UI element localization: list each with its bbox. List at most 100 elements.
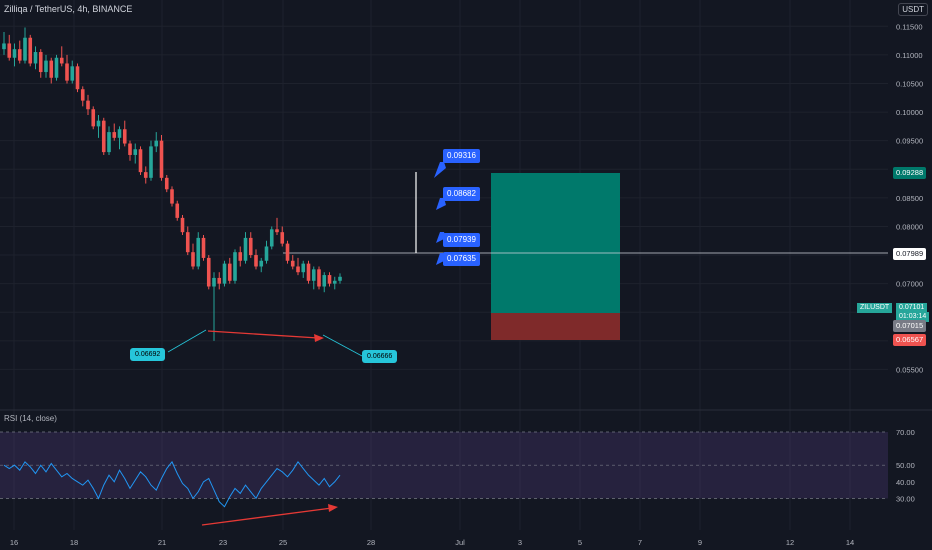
candle bbox=[2, 32, 6, 55]
candle bbox=[290, 255, 295, 270]
rsi-tick: 70.00 bbox=[896, 428, 915, 437]
candle-body bbox=[217, 277, 222, 284]
candle-body bbox=[91, 109, 96, 127]
time-tick: 9 bbox=[698, 538, 702, 547]
time-tick: 3 bbox=[518, 538, 522, 547]
candle-body bbox=[2, 43, 6, 50]
candle bbox=[75, 63, 80, 93]
price-divergence-arrow bbox=[207, 330, 324, 342]
candle-body bbox=[317, 269, 321, 287]
time-axis[interactable]: 16 18 21 23 25 28 Jul 3 5 7 9 12 14 bbox=[10, 538, 854, 547]
chart-title: Zilliqa / TetherUS, 4h, BINANCE bbox=[4, 4, 133, 14]
tag-mid[interactable]: 0.08682 bbox=[443, 187, 480, 201]
price-tick: 0.05500 bbox=[896, 365, 923, 374]
stop-zone[interactable] bbox=[491, 313, 620, 340]
candle-body bbox=[306, 263, 311, 281]
tag-target[interactable]: 0.09316 bbox=[443, 149, 480, 163]
countdown-label: 01:03:14 bbox=[896, 312, 930, 322]
candle bbox=[86, 94, 90, 115]
candle-body bbox=[332, 280, 337, 284]
low-label-left[interactable]: 0.06692 bbox=[130, 348, 166, 361]
time-tick: 16 bbox=[10, 538, 18, 547]
candle-body bbox=[238, 252, 243, 261]
candle-body bbox=[212, 277, 216, 287]
candle bbox=[301, 260, 306, 278]
candle-body bbox=[28, 37, 33, 64]
candle-body bbox=[117, 129, 122, 138]
rsi-axis[interactable]: 70.00 50.00 40.00 30.00 bbox=[896, 428, 915, 503]
target-zone[interactable] bbox=[491, 173, 620, 313]
candle bbox=[122, 120, 127, 147]
time-tick: 14 bbox=[846, 538, 854, 547]
price-tick: 0.09500 bbox=[896, 137, 923, 146]
candle bbox=[306, 260, 311, 284]
candle-body bbox=[12, 49, 17, 58]
candle-body bbox=[301, 263, 306, 273]
candle-body bbox=[107, 132, 111, 153]
candle-body bbox=[227, 263, 232, 281]
symbol-label: ZILUSDT bbox=[857, 303, 893, 313]
last-price-label: 0.07101 bbox=[896, 303, 928, 313]
candle bbox=[117, 126, 122, 150]
candle-body bbox=[59, 57, 64, 64]
candle bbox=[28, 34, 33, 67]
candle-body bbox=[38, 52, 43, 73]
candle-body bbox=[269, 229, 274, 247]
candle bbox=[70, 60, 75, 84]
candle-body bbox=[233, 252, 237, 281]
candle bbox=[138, 146, 143, 175]
candle-body bbox=[170, 189, 174, 204]
candle-body bbox=[138, 149, 143, 173]
candle bbox=[154, 132, 159, 153]
candle bbox=[212, 272, 216, 341]
candle-body bbox=[164, 177, 169, 190]
candle bbox=[243, 232, 248, 264]
line-price-label: 0.07989 bbox=[893, 248, 927, 260]
low-label-right[interactable]: 0.06666 bbox=[362, 350, 398, 363]
candle bbox=[285, 240, 290, 264]
candle bbox=[170, 186, 174, 207]
candle bbox=[128, 140, 132, 161]
candle bbox=[107, 126, 111, 155]
candle bbox=[327, 272, 332, 287]
candle bbox=[196, 232, 201, 270]
candle-body bbox=[54, 57, 59, 78]
candle-body bbox=[243, 237, 248, 261]
candle bbox=[180, 215, 185, 236]
price-tick: 0.08500 bbox=[896, 194, 923, 203]
candle-body bbox=[196, 237, 201, 267]
time-tick: 25 bbox=[279, 538, 287, 547]
currency-selector[interactable]: USDT bbox=[898, 3, 928, 16]
time-tick: Jul bbox=[455, 538, 465, 547]
candle-body bbox=[33, 52, 38, 64]
candle bbox=[332, 276, 337, 290]
candle-body bbox=[154, 140, 159, 147]
candle bbox=[201, 235, 206, 261]
tag-entry[interactable]: 0.07635 bbox=[443, 252, 480, 266]
candle-body bbox=[264, 246, 269, 261]
entry-price-label: 0.07015 bbox=[893, 320, 927, 332]
candle bbox=[217, 272, 222, 290]
candle-body bbox=[254, 255, 258, 267]
candle bbox=[143, 166, 148, 184]
candle bbox=[233, 249, 237, 284]
candle-body bbox=[290, 260, 295, 267]
candle bbox=[23, 27, 27, 64]
candle-body bbox=[149, 146, 153, 178]
candle bbox=[227, 257, 232, 284]
candle-body bbox=[175, 203, 180, 218]
rsi-line bbox=[3, 460, 341, 508]
candle-body bbox=[322, 275, 327, 287]
candle bbox=[191, 243, 195, 270]
time-tick: 5 bbox=[578, 538, 582, 547]
candle-body bbox=[122, 129, 127, 144]
low-connector-left bbox=[167, 329, 207, 353]
tag-resistance[interactable]: 0.07939 bbox=[443, 233, 480, 247]
candles bbox=[2, 27, 342, 341]
candle-body bbox=[65, 63, 69, 81]
stop-price-label: 0.06567 bbox=[893, 334, 927, 346]
candle bbox=[206, 255, 211, 290]
candle bbox=[248, 232, 253, 258]
price-tick: 0.11000 bbox=[896, 51, 923, 60]
